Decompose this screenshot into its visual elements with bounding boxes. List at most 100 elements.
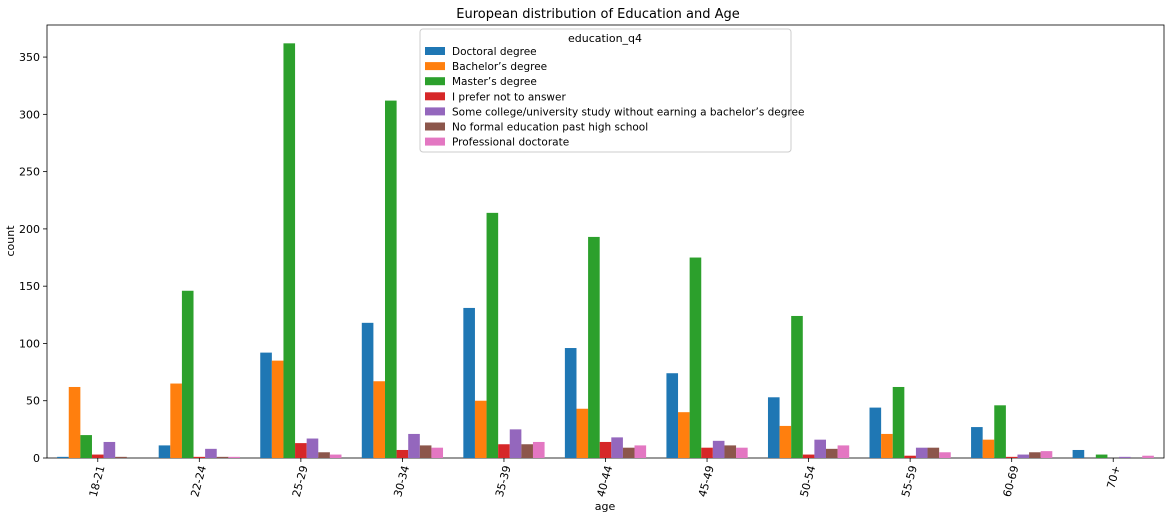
legend-label: I prefer not to answer <box>452 91 566 103</box>
bar <box>532 441 545 458</box>
x-tick-label: 40-44 <box>594 464 615 498</box>
bar <box>837 445 850 458</box>
bar <box>767 397 780 458</box>
y-tick-label: 150 <box>19 280 40 293</box>
legend: education_q4 Doctoral degree Bachelor’s d… <box>419 28 804 153</box>
bar <box>205 448 217 458</box>
bar <box>915 447 928 458</box>
bar <box>814 439 826 458</box>
bar <box>724 445 737 458</box>
legend-label: Doctoral degree <box>452 46 537 58</box>
bar <box>306 438 319 458</box>
bar <box>904 455 916 458</box>
bar <box>361 322 374 458</box>
bar <box>927 447 940 458</box>
legend-label: Master’s degree <box>452 76 537 88</box>
bar <box>736 447 748 458</box>
legend-swatch <box>425 107 445 116</box>
bar <box>115 456 127 458</box>
bar <box>431 447 444 458</box>
bar <box>91 454 104 458</box>
bar <box>295 443 307 458</box>
bar <box>564 348 577 458</box>
bar <box>869 407 882 458</box>
bar <box>181 290 194 458</box>
bar <box>678 412 690 458</box>
bar <box>463 307 475 458</box>
bar <box>318 452 330 458</box>
bar <box>498 444 510 458</box>
bar <box>1119 456 1131 458</box>
legend-label: Some college/university study without ea… <box>452 106 804 118</box>
bar <box>994 405 1006 458</box>
bar <box>939 452 951 458</box>
bar <box>509 429 522 458</box>
y-tick-label: 350 <box>19 51 40 64</box>
y-tick-label: 200 <box>19 223 40 236</box>
bar <box>158 445 171 458</box>
x-axis-label: age <box>595 500 616 513</box>
y-tick-label: 0 <box>33 452 40 465</box>
x-tick-label: 30-34 <box>391 464 412 498</box>
bar <box>1017 454 1030 458</box>
bar <box>1072 449 1085 458</box>
bar <box>701 447 713 458</box>
bar <box>634 445 647 458</box>
bar <box>802 454 815 458</box>
bar <box>283 43 296 458</box>
x-tick-label: 70+ <box>1104 464 1123 490</box>
bar <box>228 456 240 458</box>
legend-label: No formal education past high school <box>452 122 648 134</box>
bar <box>408 433 420 458</box>
bar <box>385 100 397 458</box>
bar <box>689 257 702 458</box>
legend-swatch <box>425 92 445 101</box>
x-tick-label: 35-39 <box>493 464 514 498</box>
legend-title: education_q4 <box>568 32 642 45</box>
x-tick-label: 55-59 <box>899 464 920 498</box>
legend-swatch <box>425 137 445 146</box>
x-tick-label: 25-29 <box>290 464 311 498</box>
bar <box>779 425 792 458</box>
bar <box>1040 451 1053 458</box>
bar <box>881 433 893 458</box>
bar <box>666 373 679 458</box>
legend-box <box>419 28 792 153</box>
bar <box>1005 456 1018 458</box>
bar <box>103 441 116 458</box>
x-axis-ticks: 18-21 22-24 25-29 30-34 35-39 40-44 45-49 50-54… <box>87 458 1123 498</box>
bar <box>712 440 725 458</box>
bar <box>486 212 499 458</box>
bar <box>396 449 409 458</box>
bar <box>892 386 905 458</box>
bar <box>1142 455 1154 458</box>
x-tick-label: 45-49 <box>696 464 717 498</box>
bar <box>57 456 69 458</box>
bar <box>271 360 284 458</box>
y-tick-label: 50 <box>26 395 40 408</box>
bars-group <box>57 43 1154 458</box>
bar <box>521 444 533 458</box>
bar <box>982 439 995 458</box>
legend-swatch <box>425 77 445 86</box>
bar <box>216 456 229 458</box>
y-axis-label: count <box>4 225 17 257</box>
y-tick-label: 100 <box>19 337 40 350</box>
bar <box>1029 452 1041 458</box>
x-tick-label: 60-69 <box>1001 464 1022 498</box>
x-tick-label: 50-54 <box>798 464 819 498</box>
bar <box>80 435 92 458</box>
legend-swatch <box>425 62 445 71</box>
bar <box>826 448 838 458</box>
legend-swatch <box>425 122 445 131</box>
legend-swatch <box>425 47 445 55</box>
x-tick-label: 22-24 <box>188 464 209 498</box>
legend-label: Professional doctorate <box>452 137 569 149</box>
bar <box>329 454 342 458</box>
bar <box>474 400 487 458</box>
bar <box>588 236 600 458</box>
bar <box>68 386 81 458</box>
bar <box>791 315 803 458</box>
